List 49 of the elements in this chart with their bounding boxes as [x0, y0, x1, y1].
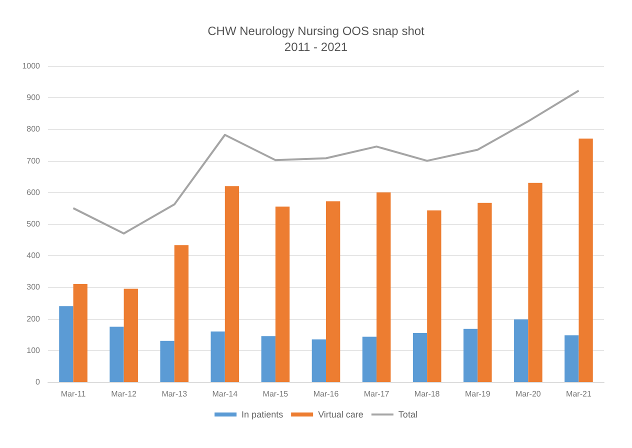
y-tick-label: 200 — [26, 314, 41, 324]
y-tick-label: 900 — [26, 93, 41, 102]
bar — [124, 288, 138, 382]
y-tick-label: 800 — [26, 124, 41, 134]
line-series — [72, 90, 580, 234]
bar — [514, 319, 528, 382]
bar — [210, 331, 225, 382]
y-tick-label: 0 — [36, 378, 41, 386]
bar — [110, 326, 124, 382]
x-tick-label: Mar-15 — [262, 390, 289, 398]
bar — [224, 186, 240, 382]
bar — [73, 284, 88, 382]
x-tick-label: Mar-14 — [212, 390, 238, 398]
y-tick-label: 400 — [26, 251, 41, 260]
x-tick-label: Mar-13 — [162, 390, 188, 398]
chart-title: CHW Neurology Nursing OOS snap shot 2011 - 2021 — [208, 24, 426, 54]
bar — [427, 210, 442, 382]
bar — [578, 138, 593, 382]
y-tick-label: 600 — [26, 188, 41, 197]
x-tick-label: Mar-20 — [516, 390, 542, 398]
y-tick-label: 700 — [26, 156, 41, 166]
x-tick-label: Mar-19 — [464, 390, 491, 398]
x-tick-label: Mar-17 — [364, 390, 390, 398]
bar — [59, 306, 74, 382]
bar — [463, 328, 478, 382]
x-tick-label: Mar-16 — [313, 390, 340, 398]
bar — [376, 192, 391, 382]
bar — [528, 182, 542, 382]
y-tick-label: 1000 — [22, 62, 41, 70]
bar — [261, 336, 276, 382]
bar — [478, 202, 492, 382]
y-tick-label: 300 — [26, 282, 41, 292]
x-tick-label: Mar-21 — [566, 390, 592, 398]
bar — [174, 245, 189, 382]
y-tick-label: 100 — [26, 346, 41, 355]
bar — [275, 206, 290, 382]
bar — [160, 340, 174, 382]
legend-label: Total — [398, 410, 418, 420]
x-tick-label: Mar-12 — [111, 390, 138, 398]
bar — [412, 333, 428, 382]
legend-label: In patients — [242, 410, 284, 420]
y-tick-label: 500 — [26, 220, 41, 228]
bar — [312, 339, 326, 382]
x-tick-label: Mar-11 — [60, 390, 86, 398]
bar — [564, 335, 579, 382]
bar — [362, 336, 377, 382]
x-tick-label: Mar-18 — [414, 390, 440, 398]
bar — [326, 201, 340, 382]
legend-label: Virtual care — [318, 410, 364, 420]
